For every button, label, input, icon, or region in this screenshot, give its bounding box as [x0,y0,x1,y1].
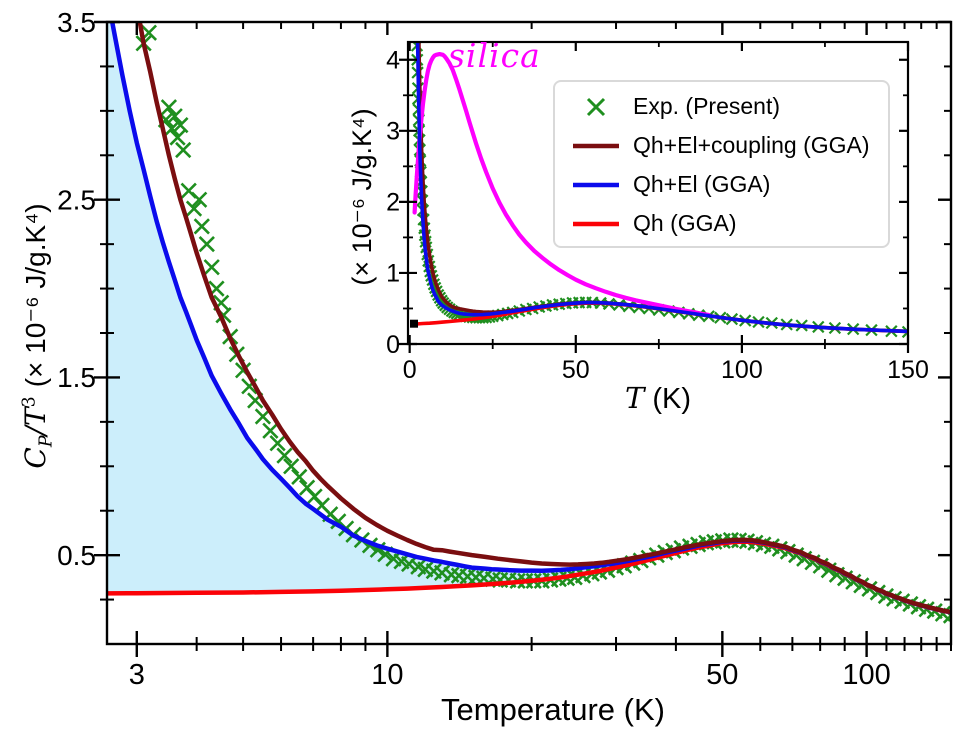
inset-xtick-label: 0 [403,356,417,384]
blue-line-icon [567,172,625,198]
legend-label-qh-el-coupling: Qh+El+coupling (GGA) [633,132,870,158]
darkred-line-icon [567,133,625,159]
main-plot-area [107,22,951,624]
legend-label-qh-el: Qh+El (GGA) [633,171,771,197]
inset-ytick-label: 4 [386,47,400,75]
legend-item-qh-el-coupling: Qh+El+coupling (GGA) [567,126,876,165]
legend-label-exp: Exp. (Present) [633,93,780,119]
main-shaded-region [107,22,951,613]
main-ytick-label: 0.5 [57,540,96,571]
inset-curve-silica [412,52,711,317]
main-ticks [94,20,952,657]
inset-ytick-label: 0 [386,331,400,359]
inset-ytick-label: 3 [386,118,400,146]
x-marker-glyph [586,97,606,116]
main-xtick-label: 10 [371,659,403,691]
main-ytick-label: 2.5 [57,185,96,216]
main-xtick-label: 3 [129,659,145,691]
inset-xtick-label: 100 [721,356,763,384]
main-xtick-label: 50 [706,659,738,691]
main-xtick-label: 100 [842,659,890,691]
legend-label-qh: Qh (GGA) [633,210,737,236]
main-y-axis-label: CP/T3(× 10⁻⁶ J/g.K⁴) [19,203,57,469]
red-line-icon [567,211,625,237]
legend-box: Exp. (Present) Qh+El+coupling (GGA) Qh+E… [553,80,890,248]
inset-xtick-label: 150 [887,356,929,384]
legend-item-qh: Qh (GGA) [567,204,876,243]
main-x-axis-label: Temperature (K) [441,692,665,727]
inset-curve-qh-el-gga- [415,42,908,334]
main-ytick-label: 3.5 [57,7,96,38]
inset-y-axis-label: (× 10⁻⁶ J/g.K⁴) [347,108,377,286]
silica-annotation: silica [448,36,541,75]
legend-item-qh-el: Qh+El (GGA) [567,165,876,204]
main-curve-qh-el-coupling-gga- [137,22,951,615]
main-ytick-label: 1.5 [57,362,96,393]
inset-tick-labels: 0 50 100 150 0 1 2 3 4 [386,47,929,385]
inset-ticks [399,42,910,353]
inset-ytick-label: 1 [386,260,400,288]
inset-scatter-start-marker [410,319,418,328]
legend-item-exp: Exp. (Present) [567,87,876,126]
exp-x-marker-icon [567,94,625,120]
inset-xtick-label: 50 [562,356,590,384]
inset-plot-area [410,42,908,339]
inset-ytick-label: 2 [386,189,400,217]
inset-x-axis-label: T (K) [624,381,692,415]
